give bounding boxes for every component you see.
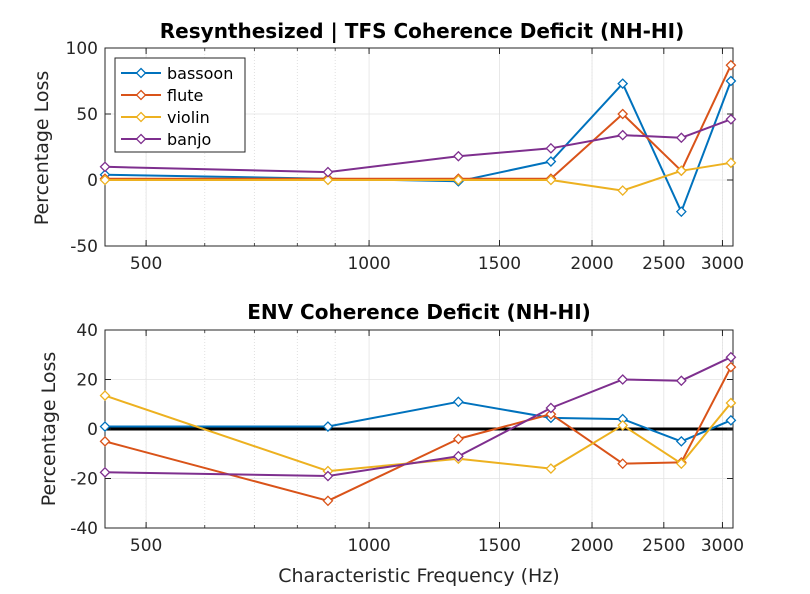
legend-entry-violin: violin bbox=[121, 108, 210, 127]
data-point-violin bbox=[617, 419, 629, 431]
x-tick-label: 2500 bbox=[642, 254, 685, 274]
data-point-violin bbox=[545, 174, 557, 186]
data-point-bassoon bbox=[675, 206, 687, 218]
data-point-flute bbox=[452, 433, 464, 445]
data-point-banjo bbox=[452, 150, 464, 162]
data-point-bassoon bbox=[452, 396, 464, 408]
top-chart-title: Resynthesized | TFS Coherence Deficit (N… bbox=[160, 19, 684, 43]
legend-label-flute: flute bbox=[167, 86, 203, 105]
data-point-banjo bbox=[545, 402, 557, 414]
data-point-bassoon bbox=[322, 421, 334, 432]
data-point-banjo bbox=[675, 375, 687, 387]
bottom-chart-ylabel: Percentage Loss bbox=[38, 352, 60, 507]
data-point-flute bbox=[617, 458, 629, 470]
data-point-flute bbox=[725, 361, 737, 373]
data-point-banjo bbox=[322, 470, 334, 482]
data-point-violin bbox=[617, 185, 629, 196]
data-point-banjo bbox=[99, 466, 111, 478]
series-banjo bbox=[99, 113, 737, 178]
y-tick-label: 0 bbox=[87, 420, 98, 440]
series-violin bbox=[99, 157, 737, 196]
data-point-violin bbox=[675, 458, 687, 470]
bottom-chart-xlabel: Characteristic Frequency (Hz) bbox=[278, 565, 559, 587]
data-point-flute bbox=[322, 495, 334, 507]
data-point-banjo bbox=[725, 113, 737, 125]
data-point-violin bbox=[99, 390, 111, 402]
x-tick-label: 3000 bbox=[701, 536, 744, 556]
data-point-banjo bbox=[617, 374, 629, 385]
data-point-violin bbox=[545, 463, 557, 475]
axes-box bbox=[104, 47, 734, 247]
legend: bassoon flute violin banjo bbox=[114, 57, 246, 153]
legend-label-banjo: banjo bbox=[167, 130, 211, 149]
y-tick-label: 40 bbox=[76, 321, 98, 341]
data-point-banjo bbox=[322, 166, 334, 178]
legend-marker-bassoon bbox=[135, 67, 147, 79]
y-tick-label: 0 bbox=[87, 171, 98, 191]
data-point-flute bbox=[725, 59, 737, 71]
data-point-bassoon bbox=[725, 414, 737, 426]
legend-entry-banjo: banjo bbox=[121, 130, 211, 149]
x-tick-label: 2000 bbox=[570, 536, 613, 556]
x-tick-label: 2500 bbox=[642, 536, 685, 556]
legend-entry-bassoon: bassoon bbox=[121, 64, 233, 83]
legend-label-violin: violin bbox=[167, 108, 210, 127]
data-point-violin bbox=[322, 174, 334, 186]
top-chart-ylabel: Percentage Loss bbox=[31, 71, 53, 226]
y-tick-label: 50 bbox=[76, 105, 98, 125]
legend-box bbox=[114, 57, 246, 153]
data-point-violin bbox=[725, 397, 737, 409]
x-tick-label: 1500 bbox=[478, 254, 521, 274]
y-tick-label: 100 bbox=[66, 39, 98, 59]
data-point-bassoon bbox=[725, 75, 737, 87]
x-tick-label: 500 bbox=[130, 254, 162, 274]
series-banjo bbox=[99, 351, 737, 482]
bottom-chart-title: ENV Coherence Deficit (NH-HI) bbox=[247, 300, 591, 324]
bottom-chart-panel: ENV Coherence Deficit (NH-HI) Percentage… bbox=[38, 300, 744, 587]
x-tick-label: 3000 bbox=[701, 254, 744, 274]
data-point-violin bbox=[675, 165, 687, 177]
data-point-banjo bbox=[617, 129, 629, 141]
x-tick-label: 1000 bbox=[347, 536, 390, 556]
legend-marker-violin bbox=[135, 111, 147, 123]
x-tick-label: 2000 bbox=[570, 254, 613, 274]
data-point-violin bbox=[725, 157, 737, 169]
x-tick-label: 500 bbox=[130, 536, 162, 556]
legend-marker-flute bbox=[135, 89, 147, 101]
data-point-violin bbox=[452, 174, 464, 186]
data-point-bassoon bbox=[617, 78, 629, 90]
y-tick-label: -20 bbox=[70, 470, 98, 490]
x-tick-label: 1500 bbox=[478, 536, 521, 556]
y-tick-label: 20 bbox=[76, 371, 98, 391]
legend-label-bassoon: bassoon bbox=[167, 64, 233, 83]
legend-entry-flute: flute bbox=[121, 86, 203, 105]
data-point-banjo bbox=[725, 351, 737, 363]
data-point-bassoon bbox=[675, 435, 687, 447]
legend-marker-banjo bbox=[135, 133, 147, 145]
data-point-flute bbox=[545, 408, 557, 420]
data-point-bassoon bbox=[545, 156, 557, 167]
data-point-banjo bbox=[99, 161, 111, 173]
top-chart-panel: Resynthesized | TFS Coherence Deficit (N… bbox=[31, 19, 744, 274]
y-tick-label: -50 bbox=[70, 237, 98, 257]
x-tick-label: 1000 bbox=[347, 254, 390, 274]
y-tick-label: -40 bbox=[70, 519, 98, 539]
data-point-bassoon bbox=[99, 421, 111, 432]
data-point-flute bbox=[99, 435, 111, 447]
data-point-violin bbox=[99, 174, 111, 186]
data-point-banjo bbox=[452, 450, 464, 462]
data-point-banjo bbox=[545, 142, 557, 154]
data-point-banjo bbox=[675, 132, 687, 144]
data-point-flute bbox=[617, 108, 629, 120]
